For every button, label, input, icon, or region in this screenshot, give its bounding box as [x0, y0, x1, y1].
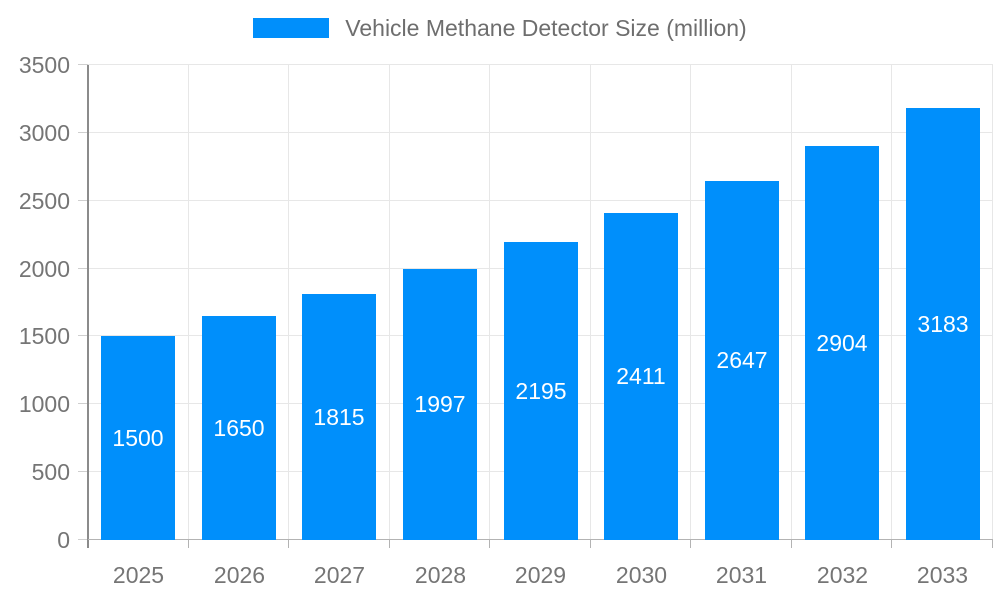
gridline-v — [791, 65, 792, 540]
y-axis-tick-label: 3000 — [18, 120, 70, 146]
bar-value-label: 2411 — [616, 363, 666, 389]
bar[interactable]: 2904 — [805, 146, 879, 540]
gridline-h — [88, 200, 993, 201]
y-axis-tick-label: 2500 — [18, 188, 70, 214]
y-axis-tick — [78, 200, 88, 201]
bar[interactable]: 1650 — [202, 316, 276, 540]
y-axis-tick — [78, 335, 88, 336]
legend-swatch — [253, 18, 330, 38]
gridline-h — [88, 64, 993, 65]
x-axis-tick-label: 2027 — [313, 562, 366, 588]
x-axis-tick — [188, 540, 189, 548]
x-axis-tick-label: 2033 — [916, 562, 969, 588]
bar[interactable]: 2195 — [504, 242, 578, 540]
y-axis-tick-label: 0 — [57, 527, 70, 553]
gridline-v — [992, 65, 993, 540]
x-axis-tick-label: 2029 — [514, 562, 567, 588]
y-axis-tick-label: 1500 — [18, 323, 70, 349]
x-axis-tick — [891, 540, 892, 548]
x-axis-tick — [389, 540, 390, 548]
legend: Vehicle Methane Detector Size (million) — [0, 14, 1000, 42]
x-axis-tick — [489, 540, 490, 548]
y-axis-tick — [78, 64, 88, 65]
x-axis-tick-label: 2028 — [414, 562, 467, 588]
gridline-v — [590, 65, 591, 540]
y-axis-tick-label: 3500 — [18, 52, 70, 78]
y-axis-tick — [78, 403, 88, 404]
bar-value-label: 2195 — [515, 377, 567, 404]
x-axis-tick-label: 2031 — [715, 562, 768, 588]
y-axis-tick — [78, 471, 88, 472]
y-axis-tick-label: 1000 — [18, 391, 70, 417]
bar-value-label: 1815 — [313, 403, 365, 430]
x-axis-tick-label: 2032 — [816, 562, 869, 588]
bar[interactable]: 1997 — [403, 269, 477, 540]
x-axis-tick — [288, 540, 289, 548]
gridline-h — [88, 132, 993, 133]
gridline-v — [891, 65, 892, 540]
y-axis-tick — [78, 132, 88, 133]
bar-value-label: 2647 — [716, 347, 768, 373]
x-axis-tick — [690, 540, 691, 548]
y-axis-tick — [78, 268, 88, 269]
bar-value-label: 1997 — [414, 391, 466, 417]
bar[interactable]: 2411 — [604, 213, 678, 540]
legend-label: Vehicle Methane Detector Size (million) — [345, 15, 747, 41]
y-axis-tick-label: 500 — [31, 459, 70, 485]
x-axis-tick-label: 2030 — [615, 562, 668, 588]
gridline-v — [489, 65, 490, 540]
gridline-v — [389, 65, 390, 540]
gridline-v — [690, 65, 691, 540]
x-axis-tick-label: 2025 — [112, 562, 165, 588]
bar[interactable]: 1500 — [101, 336, 175, 540]
x-axis-tick-label: 2026 — [213, 562, 266, 588]
bar-value-label: 1500 — [112, 424, 164, 451]
y-axis-tick — [78, 539, 88, 540]
bar-value-label: 3183 — [917, 310, 969, 337]
gridline-v — [188, 65, 189, 540]
y-axis-line — [87, 65, 89, 548]
x-axis-tick — [992, 540, 993, 548]
bar-value-label: 1650 — [213, 414, 265, 441]
x-axis-tick — [791, 540, 792, 548]
y-axis-tick-label: 2000 — [18, 256, 70, 282]
bar[interactable]: 1815 — [302, 294, 376, 540]
bar-value-label: 2904 — [816, 329, 868, 356]
x-axis-tick — [590, 540, 591, 548]
legend-item[interactable]: Vehicle Methane Detector Size (million) — [253, 14, 747, 42]
bar[interactable]: 2647 — [705, 181, 779, 540]
gridline-v — [288, 65, 289, 540]
bar[interactable]: 3183 — [906, 108, 980, 540]
